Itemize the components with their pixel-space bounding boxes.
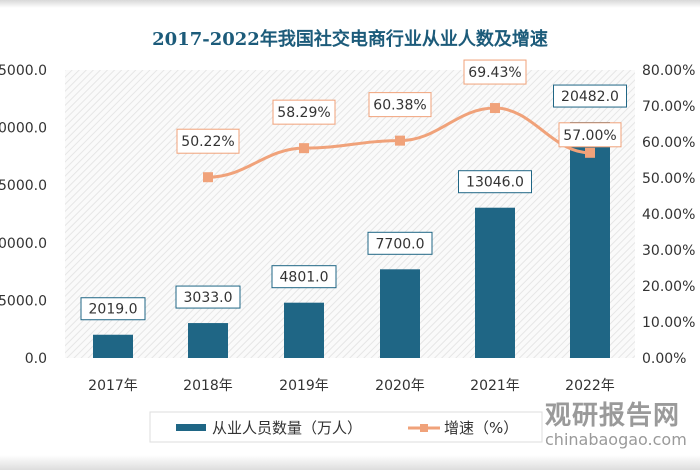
legend-box bbox=[149, 411, 543, 443]
bar bbox=[284, 302, 324, 358]
bar-data-label: 7700.0 bbox=[376, 236, 425, 252]
bar-label-box bbox=[458, 170, 532, 194]
watermark-cn: 观研报告网 bbox=[545, 401, 681, 431]
line-data-label: 69.43% bbox=[468, 65, 521, 81]
bar bbox=[93, 334, 133, 358]
y-right-tick-label: 70.00% bbox=[642, 99, 695, 115]
x-tick-label: 2017年 bbox=[88, 378, 138, 394]
x-tick-label: 2019年 bbox=[279, 378, 329, 394]
bar-label-box bbox=[553, 84, 627, 108]
legend-line-label: 增速（%） bbox=[444, 419, 518, 437]
y-left-tick-label: 0.0 bbox=[25, 351, 47, 367]
legend-line-marker bbox=[420, 424, 428, 432]
y-right-tick-label: 40.00% bbox=[642, 207, 695, 223]
watermark: 观研报告网 chinabaogao.com bbox=[545, 395, 687, 449]
line-data-label: 60.38% bbox=[373, 98, 426, 114]
bar-data-label: 13046.0 bbox=[466, 175, 524, 191]
x-tick-label: 2020年 bbox=[375, 378, 425, 394]
bar bbox=[188, 323, 228, 358]
bar-label-box bbox=[175, 285, 241, 309]
y-left-tick-label: 15000.0 bbox=[0, 178, 47, 194]
line-marker bbox=[490, 103, 500, 114]
legend-bar-label: 从业人员数量（万人） bbox=[212, 419, 362, 437]
y-left-tick-label: 25000.0 bbox=[0, 63, 47, 79]
x-tick-label: 2021年 bbox=[470, 378, 520, 394]
y-left-tick-label: 10000.0 bbox=[0, 236, 47, 252]
y-right-tick-label: 10.00% bbox=[642, 315, 695, 331]
bar-data-label: 3033.0 bbox=[184, 290, 233, 306]
y-right-tick-label: 50.00% bbox=[642, 171, 695, 187]
line-marker bbox=[203, 172, 213, 183]
line-label-box bbox=[272, 99, 336, 125]
line-label-box bbox=[558, 122, 622, 148]
x-tick-label: 2018年 bbox=[183, 378, 233, 394]
y-right-tick-label: 60.00% bbox=[642, 135, 695, 151]
line-label-box bbox=[176, 128, 240, 154]
chart-title: 2017-2022年我国社交电商行业从业人数及增速 bbox=[152, 28, 548, 50]
x-tick-label: 2022年 bbox=[565, 378, 615, 394]
bottom-border bbox=[0, 455, 700, 470]
bar-label-box bbox=[80, 297, 146, 321]
y-right-tick-label: 80.00% bbox=[642, 63, 695, 79]
bar bbox=[570, 122, 610, 358]
bar bbox=[475, 207, 515, 358]
bar bbox=[380, 269, 420, 358]
watermark-en: chinabaogao.com bbox=[545, 430, 687, 449]
line-label-box bbox=[463, 59, 527, 85]
bar-data-label: 2019.0 bbox=[89, 302, 138, 318]
line-data-label: 57.00% bbox=[563, 128, 616, 144]
y-left-tick-label: 20000.0 bbox=[0, 121, 47, 137]
line-label-box bbox=[368, 92, 432, 118]
line-marker bbox=[299, 143, 309, 154]
y-left-tick-label: 5000.0 bbox=[0, 293, 47, 309]
line-marker bbox=[395, 135, 405, 146]
y-right-tick-label: 0.00% bbox=[642, 351, 686, 367]
plot-area bbox=[65, 70, 635, 358]
legend-bar-swatch bbox=[176, 424, 206, 431]
line-data-label: 58.29% bbox=[277, 105, 330, 121]
top-border bbox=[0, 0, 700, 8]
y-right-tick-label: 30.00% bbox=[642, 243, 695, 259]
line-marker bbox=[585, 147, 595, 158]
bar-data-label: 20482.0 bbox=[561, 89, 619, 105]
bar-data-label: 4801.0 bbox=[280, 270, 329, 286]
bar-label-box bbox=[367, 231, 433, 255]
y-right-tick-label: 20.00% bbox=[642, 279, 695, 295]
line-data-label: 50.22% bbox=[181, 134, 234, 150]
bar-label-box bbox=[271, 265, 337, 289]
